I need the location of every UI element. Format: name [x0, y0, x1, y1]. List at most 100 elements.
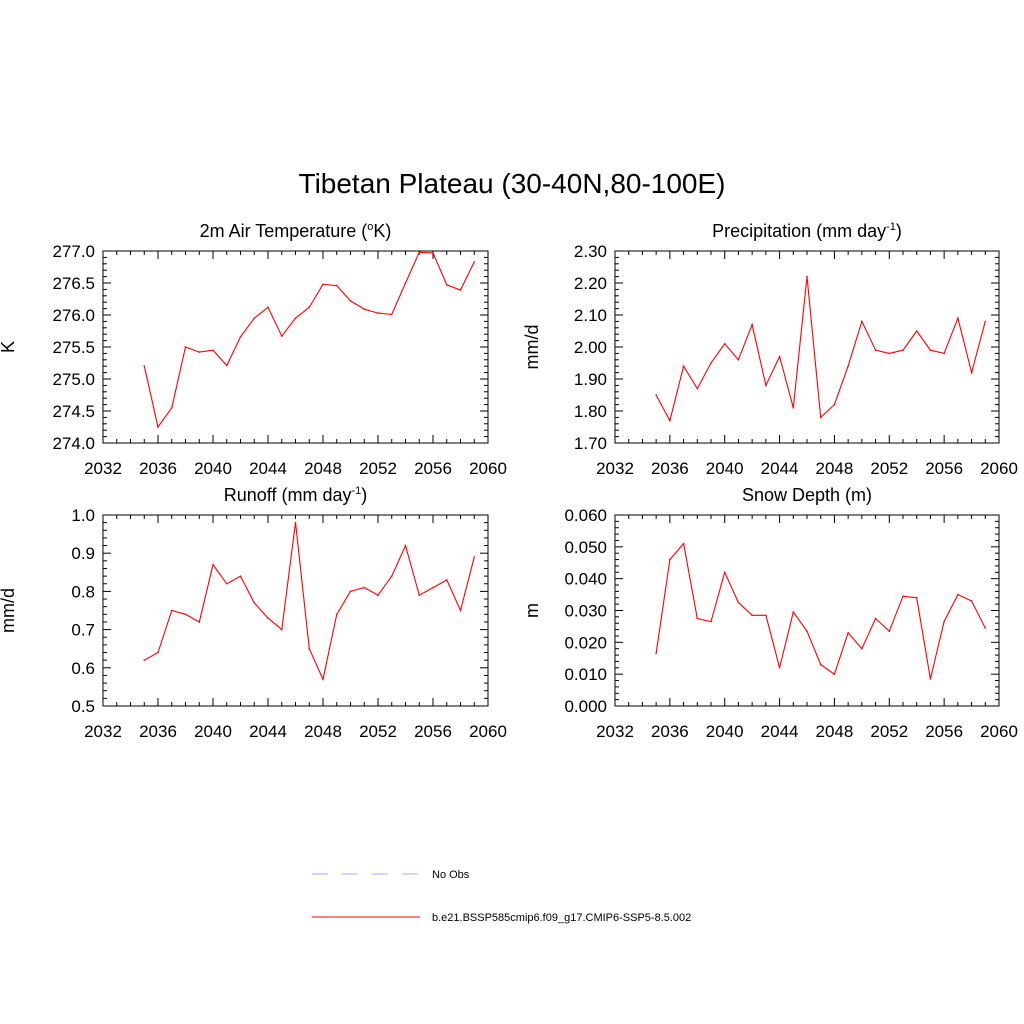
data-point — [943, 352, 945, 355]
data-point — [874, 617, 877, 620]
y-tick-label: 0.8 — [71, 582, 95, 601]
data-point — [170, 609, 173, 612]
data-point — [751, 323, 753, 326]
data-point — [984, 320, 987, 323]
x-tick-label: 2032 — [84, 459, 122, 478]
data-point — [943, 620, 945, 623]
x-tick-label: 2056 — [414, 459, 452, 478]
data-point — [253, 317, 256, 320]
data-point — [459, 289, 462, 291]
x-tick-label: 2036 — [651, 459, 689, 478]
data-point — [792, 407, 795, 409]
data-point — [473, 261, 476, 263]
x-tick-label: 2048 — [816, 722, 854, 741]
series-line — [143, 251, 475, 429]
x-tick-label: 2056 — [414, 722, 452, 741]
data-point — [819, 416, 822, 419]
data-point — [198, 621, 201, 623]
data-point — [212, 349, 214, 352]
y-tick-label: 0.010 — [564, 665, 607, 684]
data-point — [418, 594, 421, 597]
x-tick-label: 2040 — [706, 459, 744, 478]
data-point — [970, 371, 973, 374]
data-point — [349, 300, 352, 302]
y-tick-label: 0.5 — [71, 697, 95, 716]
y-axis-label: m — [522, 603, 542, 618]
data-point — [682, 542, 685, 545]
y-tick-label: 0.000 — [564, 697, 607, 716]
data-point — [445, 284, 448, 286]
data-point — [806, 275, 808, 278]
y-tick-label: 0.030 — [564, 602, 607, 621]
data-point — [751, 614, 753, 617]
data-point — [847, 365, 849, 368]
data-point — [833, 403, 836, 406]
y-tick-label: 1.90 — [574, 370, 607, 389]
x-tick-label: 2036 — [139, 459, 177, 478]
data-point — [322, 283, 324, 286]
x-tick-label: 2056 — [925, 459, 963, 478]
data-point — [184, 613, 187, 616]
x-tick-label: 2044 — [249, 722, 287, 741]
data-point — [970, 600, 973, 602]
data-point — [696, 617, 699, 620]
x-tick-label: 2044 — [761, 722, 799, 741]
data-point — [239, 335, 242, 338]
y-tick-label: 0.040 — [564, 570, 607, 589]
y-tick-label: 2.10 — [574, 306, 607, 325]
x-tick-label: 2032 — [596, 722, 634, 741]
data-point — [335, 613, 338, 616]
data-point — [363, 586, 366, 589]
y-tick-label: 277.0 — [52, 242, 95, 261]
x-tick-label: 2060 — [469, 722, 507, 741]
x-tick-label: 2048 — [816, 459, 854, 478]
x-tick-label: 2032 — [84, 722, 122, 741]
data-point — [322, 678, 324, 681]
data-point — [377, 312, 379, 314]
y-tick-label: 274.0 — [52, 434, 95, 453]
x-tick-label: 2048 — [304, 722, 342, 741]
panel-title: 2m Air Temperature (oK) — [200, 221, 392, 241]
data-point — [929, 678, 932, 680]
data-point — [404, 544, 407, 547]
x-tick-label: 2040 — [706, 722, 744, 741]
data-point — [432, 252, 434, 254]
data-point — [806, 630, 808, 632]
data-point — [710, 620, 712, 623]
data-point — [418, 251, 421, 254]
x-tick-label: 2060 — [469, 459, 507, 478]
data-point — [902, 595, 904, 597]
data-point — [143, 365, 146, 368]
data-point — [957, 317, 959, 320]
data-point — [267, 306, 269, 309]
data-point — [432, 586, 434, 589]
data-point — [655, 652, 657, 655]
data-point — [239, 575, 242, 577]
x-tick-label: 2052 — [359, 459, 397, 478]
data-point — [225, 582, 228, 585]
y-tick-label: 276.5 — [52, 274, 95, 293]
x-tick-label: 2036 — [651, 722, 689, 741]
y-tick-label: 2.30 — [574, 242, 607, 261]
data-point — [459, 609, 462, 612]
data-point — [184, 346, 187, 348]
plot-frame-4 — [614, 514, 1000, 707]
data-point — [294, 317, 297, 320]
y-tick-label: 0.020 — [564, 633, 607, 652]
data-point — [682, 365, 685, 368]
data-point — [198, 351, 201, 353]
y-tick-label: 275.0 — [52, 370, 95, 389]
data-point — [984, 627, 987, 629]
data-point — [874, 349, 877, 352]
y-tick-label: 276.0 — [52, 306, 95, 325]
x-tick-label: 2052 — [870, 459, 908, 478]
y-tick-label: 2.20 — [574, 274, 607, 293]
y-axis-label: mm/d — [0, 588, 18, 633]
data-point — [377, 594, 379, 597]
y-tick-label: 0.050 — [564, 538, 607, 557]
data-point — [212, 563, 214, 566]
x-tick-label: 2052 — [359, 722, 397, 741]
data-point — [861, 320, 863, 323]
y-tick-label: 2.00 — [574, 338, 607, 357]
